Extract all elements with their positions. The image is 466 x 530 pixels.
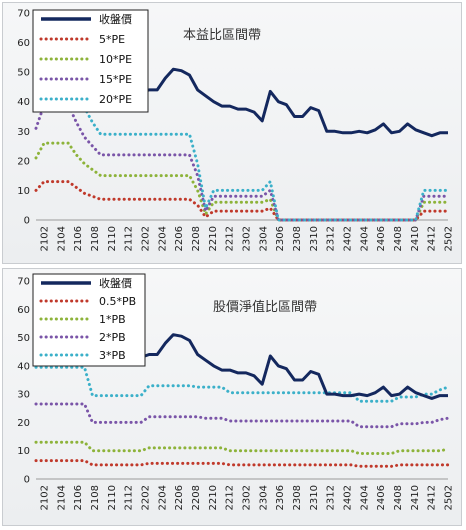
pe-band-chart: 0 10 20 30 40 50 60 70 2102 2104 2106 2108 2110 2112 2…: [17, 9, 455, 252]
legend-label: 1*PB: [99, 313, 126, 326]
x-tick-label: 2306: [275, 226, 286, 251]
x-tick-label: 2104: [56, 226, 67, 251]
x-tick-label: 2304: [258, 226, 269, 251]
y-tick-label: 0: [24, 216, 30, 227]
series-line-band-1: [34, 180, 450, 222]
y-tick-label: 60: [17, 38, 30, 49]
x-tick-label: 2108: [90, 485, 101, 510]
y-tick-label: 0: [24, 475, 30, 486]
y-tick-label: 20: [17, 156, 30, 167]
x-tick-label: 2408: [393, 226, 404, 251]
y-tick-label: 50: [17, 333, 30, 344]
x-tick-label: 2102: [40, 485, 51, 510]
series-line-band-1: [34, 459, 450, 468]
x-tick-label: 2206: [174, 485, 185, 510]
x-tick-label: 2210: [208, 226, 219, 251]
pb-band-chart-panel: 0 10 20 30 40 50 60 70 2102 2104 2106 2108 2110 2112 2…: [2, 268, 462, 526]
x-tick-label: 2404: [359, 485, 370, 510]
x-tick-label: 2102: [40, 226, 51, 251]
legend-label: 5*PE: [99, 33, 125, 46]
x-tick-label: 2406: [376, 485, 387, 510]
legend-label: 20*PE: [99, 93, 132, 106]
legend-box: [32, 9, 149, 113]
x-tick-label: 2404: [359, 226, 370, 251]
x-tick-label: 2302: [242, 485, 253, 510]
chart-title: 股價淨值比區間帶: [213, 299, 317, 315]
x-tick-label: 2402: [343, 485, 354, 510]
x-tick-label: 2304: [258, 485, 269, 510]
x-tick-label: 2110: [107, 485, 118, 510]
chart-title: 本益比區間帶: [183, 28, 261, 43]
legend-label: 2*PB: [99, 331, 126, 344]
x-tick-label: 2112: [124, 485, 135, 510]
x-tick-label: 2408: [393, 485, 404, 510]
y-tick-label: 60: [17, 305, 30, 316]
y-tick-label: 30: [17, 127, 30, 138]
legend-label: 3*PB: [99, 349, 126, 362]
x-tick-label: 2310: [309, 485, 320, 510]
x-tick-label: 2402: [343, 226, 354, 251]
legend-label: 0.5*PB: [99, 295, 136, 308]
x-tick-label: 2108: [90, 226, 101, 251]
x-tick-label: 2112: [124, 226, 135, 251]
x-tick-label: 2208: [191, 485, 202, 510]
x-tick-label: 2206: [174, 226, 185, 251]
series-line-band-4: [34, 365, 450, 403]
x-tick-label: 2212: [225, 485, 236, 510]
x-tick-label: 2106: [73, 226, 84, 251]
x-tick-label: 2412: [427, 226, 438, 251]
x-tick-label: 2312: [326, 226, 337, 251]
series-line-band-3: [34, 103, 450, 222]
series-line-band-2: [34, 440, 450, 455]
legend-label: 10*PE: [99, 53, 132, 66]
series-line-band-3: [34, 402, 450, 429]
x-tick-label: 2110: [107, 226, 118, 251]
x-tick-label: 2302: [242, 226, 253, 251]
x-tick-label: 2410: [410, 485, 421, 510]
series-line-band-4: [34, 64, 450, 222]
x-tick-label: 2406: [376, 226, 387, 251]
pb-band-chart: 0 10 20 30 40 50 60 70 2102 2104 2106 2108 2110 2112 2…: [17, 273, 455, 510]
legend-label: 收盤價: [99, 276, 132, 290]
y-tick-label: 30: [17, 390, 30, 401]
x-tick-label: 2308: [292, 485, 303, 510]
x-tick-label: 2208: [191, 226, 202, 251]
series-line-band-2: [34, 141, 450, 222]
y-tick-label: 70: [17, 277, 30, 288]
x-tick-label: 2312: [326, 485, 337, 510]
x-tick-label: 2412: [427, 485, 438, 510]
x-tick-label: 2210: [208, 485, 219, 510]
x-tick-label: 2306: [275, 485, 286, 510]
x-tick-label: 2502: [444, 226, 455, 251]
legend-label: 15*PE: [99, 73, 132, 86]
x-tick-label: 2502: [444, 485, 455, 510]
x-tick-label: 2104: [56, 485, 67, 510]
y-tick-label: 20: [17, 418, 30, 429]
y-tick-label: 10: [17, 446, 30, 457]
pe-band-chart-panel: 0 10 20 30 40 50 60 70 2102 2104 2106 2108 2110 2112 2…: [2, 2, 462, 264]
y-tick-label: 40: [17, 97, 30, 108]
x-tick-label: 2202: [141, 485, 152, 510]
x-tick-label: 2410: [410, 226, 421, 251]
x-tick-label: 2308: [292, 226, 303, 251]
x-tick-label: 2212: [225, 226, 236, 251]
y-tick-label: 40: [17, 361, 30, 372]
y-tick-label: 50: [17, 68, 30, 79]
y-tick-label: 10: [17, 186, 30, 197]
x-tick-label: 2204: [157, 485, 168, 510]
x-tick-label: 2310: [309, 226, 320, 251]
x-tick-label: 2106: [73, 485, 84, 510]
legend-label: 收盤價: [99, 12, 132, 26]
y-tick-label: 70: [17, 9, 30, 20]
x-tick-label: 2202: [141, 226, 152, 251]
x-tick-label: 2204: [157, 226, 168, 251]
